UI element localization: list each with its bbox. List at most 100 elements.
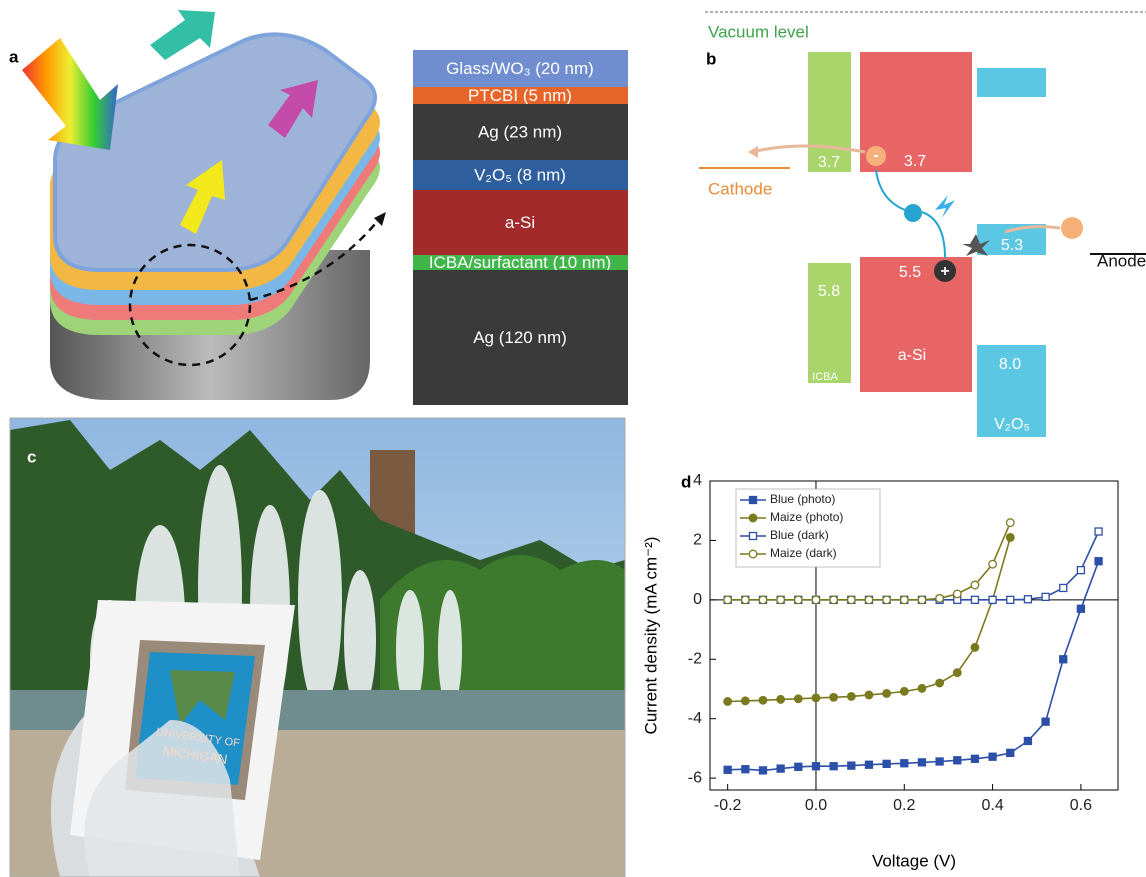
layer-stack: Glass/WO₃ (20 nm)PTCBI (5 nm)Ag (23 nm)V… (413, 50, 628, 405)
x-tick-label: 0.6 (1070, 797, 1092, 814)
legend-label: Maize (dark) (770, 546, 837, 560)
marker (918, 596, 926, 604)
marker (918, 759, 925, 766)
marker (724, 596, 732, 604)
energy-level: 3.7 (818, 154, 840, 171)
material-label: ICBA (812, 371, 838, 383)
y-tick-label: -4 (688, 710, 702, 727)
marker (918, 685, 926, 693)
marker (953, 590, 961, 598)
marker (989, 596, 996, 603)
marker (742, 697, 750, 705)
marker (953, 669, 961, 677)
panel-label: c (27, 447, 36, 466)
marker (1077, 605, 1084, 612)
marker (847, 693, 855, 701)
series-line (728, 561, 1099, 770)
marker (742, 766, 749, 773)
y-tick-label: 4 (693, 472, 702, 489)
marker (1042, 718, 1049, 725)
marker (989, 560, 997, 568)
marker (1042, 593, 1049, 600)
marker (795, 596, 803, 604)
marker (1024, 596, 1031, 603)
marker (830, 596, 838, 604)
marker (742, 596, 750, 604)
marker (759, 596, 767, 604)
marker (989, 753, 996, 760)
y-tick-label: -6 (688, 769, 702, 786)
legend: Blue (photo)Maize (photo)Blue (dark)Maiz… (736, 489, 880, 567)
marker (724, 766, 731, 773)
y-tick-label: 0 (693, 591, 702, 608)
figure: a Glass/WO₃ (20 nm)PTCBI (5 nm)Ag (23 nm… (0, 0, 1146, 877)
marker (1095, 528, 1102, 535)
marker (830, 763, 837, 770)
marker (1077, 567, 1084, 574)
energy-level: 8.0 (999, 356, 1021, 373)
layer-label: a-Si (505, 213, 535, 232)
marker (883, 596, 891, 604)
marker (830, 694, 838, 702)
marker (883, 760, 890, 767)
marker (971, 755, 978, 762)
marker (812, 694, 820, 702)
y-tick-label: -2 (688, 650, 702, 667)
marker (812, 763, 819, 770)
marker (936, 758, 943, 765)
material-label: a-Si (898, 347, 926, 364)
layer-label: Ag (23 nm) (478, 122, 562, 141)
device-illustration (22, 10, 386, 400)
charge-sign: - (873, 147, 878, 164)
y-axis-label: Current density (mA cm⁻²) (641, 537, 660, 735)
energy-diagram (699, 12, 1146, 437)
energy-level: 5.8 (818, 283, 840, 300)
marker (795, 763, 802, 770)
x-tick-label: 0.0 (805, 797, 827, 814)
marker (812, 596, 820, 604)
x-tick-label: -0.2 (714, 797, 742, 814)
layer-label: Glass/WO₃ (20 nm) (446, 59, 594, 78)
marker (865, 761, 872, 768)
marker (971, 596, 978, 603)
marker (1095, 558, 1102, 565)
marker (1024, 737, 1031, 744)
marker (865, 596, 873, 604)
legend-label: Blue (photo) (770, 492, 835, 506)
charge-sign: + (940, 263, 949, 280)
material-label: V₂O₅ (994, 416, 1030, 433)
y-tick-label: 2 (693, 532, 702, 549)
marker (847, 596, 855, 604)
marker (750, 497, 757, 504)
marker (936, 595, 944, 603)
cathode-label: Cathode (708, 179, 772, 198)
x-axis-label: Voltage (V) (872, 851, 956, 870)
energy-level: 5.3 (1001, 237, 1023, 254)
marker (865, 691, 873, 699)
marker (1060, 584, 1067, 591)
marker (971, 644, 979, 652)
energy-level: 3.7 (904, 153, 926, 170)
marker (777, 696, 785, 704)
x-tick-label: 0.4 (981, 797, 1003, 814)
marker (749, 514, 757, 522)
marker (759, 767, 766, 774)
marker (750, 533, 757, 540)
marker (848, 762, 855, 769)
layer-label: V₂O₅ (8 nm) (474, 165, 566, 184)
marker (759, 696, 767, 704)
marker (936, 679, 944, 687)
marker (901, 760, 908, 767)
panel-label: d (681, 472, 691, 491)
panel-label: b (706, 49, 716, 68)
marker (795, 695, 803, 703)
marker (1006, 519, 1014, 527)
marker (1007, 596, 1014, 603)
marker (883, 690, 891, 698)
vacuum-label: Vacuum level (708, 22, 809, 41)
panel-label: a (9, 47, 19, 66)
anode-label: Anode (1097, 251, 1146, 270)
layer-label: ICBA/surfactant (10 nm) (429, 253, 611, 272)
marker (1007, 749, 1014, 756)
marker (1006, 534, 1014, 542)
